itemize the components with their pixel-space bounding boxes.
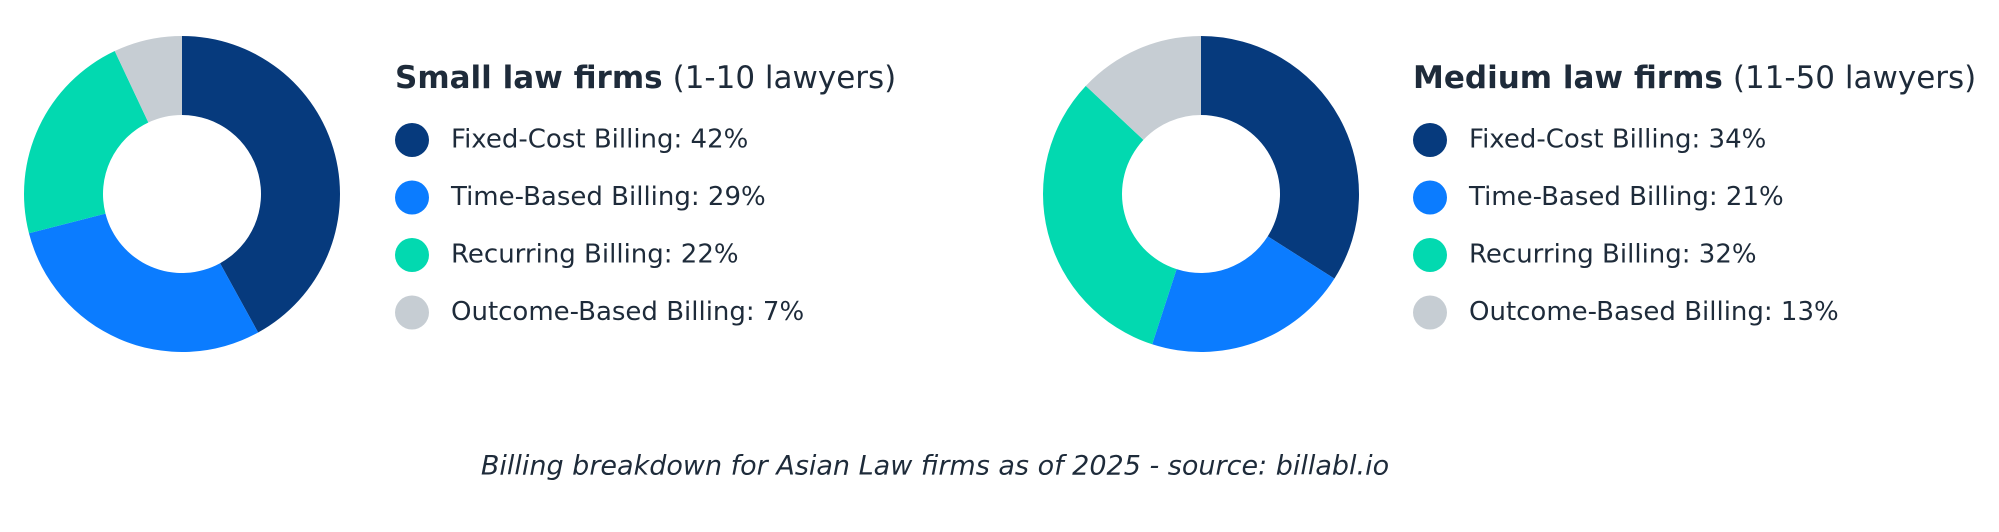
title-sub: (11-50 lawyers) xyxy=(1733,60,1976,96)
legend-label: Recurring Billing: 22% xyxy=(451,240,739,270)
legend-marker xyxy=(395,295,429,330)
legend-label: Outcome-Based Billing: 7% xyxy=(451,297,804,327)
legend-marker xyxy=(1413,238,1447,272)
chart-title: Small law firms (1-10 lawyers) xyxy=(395,60,896,96)
donut-slice xyxy=(182,36,340,333)
chart-title: Medium law firms (11-50 lawyers) xyxy=(1413,60,1976,96)
donut-slice xyxy=(1152,236,1335,353)
title-sub: (1-10 lawyers) xyxy=(673,60,897,96)
legend-label: Fixed-Cost Billing: 34% xyxy=(1469,125,1766,155)
legend-label: Fixed-Cost Billing: 42% xyxy=(451,125,748,155)
title-bold: Medium law firms xyxy=(1413,60,1723,96)
donut-slice xyxy=(1201,36,1359,279)
legend-marker xyxy=(1413,180,1447,215)
title-bold: Small law firms xyxy=(395,60,663,96)
caption: Billing breakdown for Asian Law firms as… xyxy=(481,451,1389,482)
donut-slice xyxy=(1043,85,1177,345)
donut-slice xyxy=(28,213,259,352)
legend-marker xyxy=(1413,295,1447,330)
legend-label: Outcome-Based Billing: 13% xyxy=(1469,297,1839,327)
donut-slice xyxy=(24,51,149,234)
legend-label: Recurring Billing: 32% xyxy=(1469,240,1757,270)
legend-label: Time-Based Billing: 21% xyxy=(1468,182,1784,212)
legend-marker xyxy=(395,238,429,272)
legend-marker xyxy=(395,123,429,157)
donut-slice xyxy=(1085,36,1201,140)
donut-slice xyxy=(114,36,182,123)
legend-marker xyxy=(1413,123,1447,157)
legend-label: Time-Based Billing: 29% xyxy=(450,182,766,212)
legend-marker xyxy=(395,180,429,215)
